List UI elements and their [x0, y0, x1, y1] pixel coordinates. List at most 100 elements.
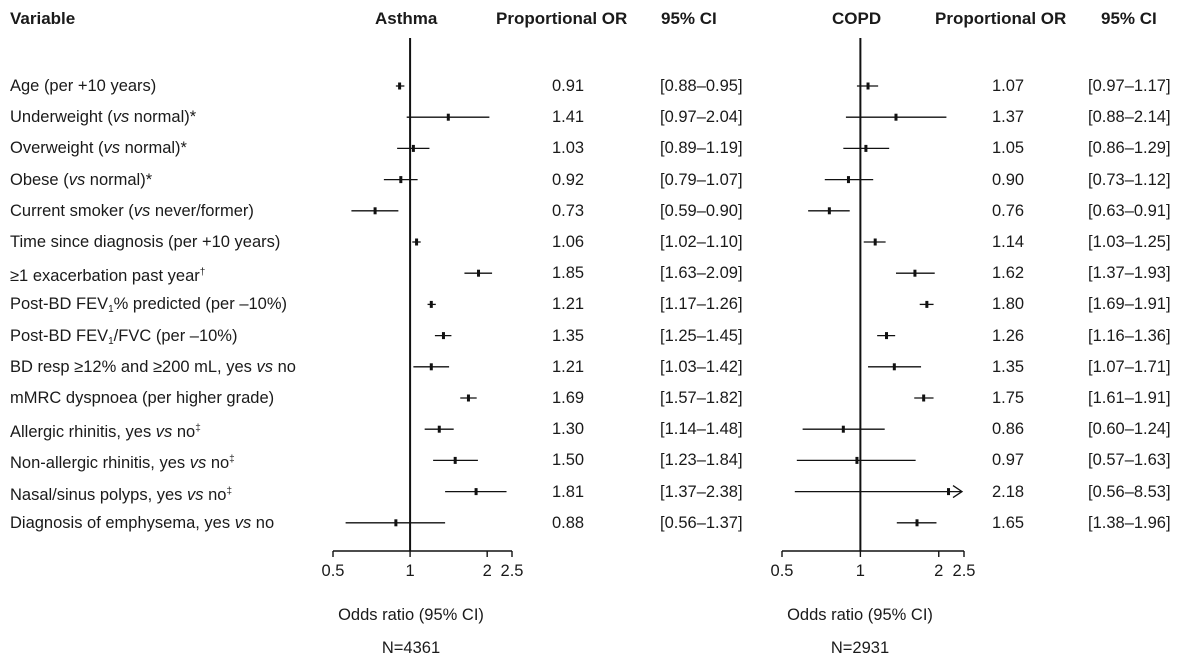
asthma-ci-value: [1.57–1.82]: [660, 389, 743, 407]
asthma-or-value: 1.30: [552, 420, 585, 439]
asthma-or-value: 1.06: [552, 233, 585, 251]
copd-ci-value: [1.69–1.91]: [1088, 295, 1171, 314]
asthma-ci-value: [0.79–1.07]: [660, 170, 743, 189]
copd-ci-value: [1.38–1.96]: [1088, 513, 1171, 532]
copd-point-estimate: [866, 82, 870, 90]
copd-point-estimate: [947, 488, 951, 496]
asthma-ci-value: [1.02–1.10]: [660, 233, 743, 251]
copd-ci-value: [0.88–2.14]: [1088, 108, 1171, 127]
row-label: Post-BD FEV1/FVC (per –10%): [10, 326, 238, 347]
copd-or-value: 0.90: [992, 170, 1025, 189]
copd-tick-label: 2.5: [953, 562, 976, 580]
copd-or-value: 1.75: [992, 389, 1025, 407]
asthma-or-value: 1.03: [552, 139, 585, 158]
copd-or-header: Proportional OR: [935, 9, 1067, 28]
copd-ci-arrow: [952, 485, 964, 499]
copd-ci-value: [1.03–1.25]: [1088, 233, 1171, 251]
row-label: Allergic rhinitis, yes vs no‡: [10, 423, 201, 442]
copd-ci-value: [0.73–1.12]: [1088, 170, 1171, 189]
copd-tick-label: 0.5: [771, 562, 794, 580]
asthma-ci-value: [0.59–0.90]: [660, 201, 743, 220]
asthma-point-estimate: [477, 269, 481, 277]
asthma-ci-value: [1.37–2.38]: [660, 482, 743, 501]
row-label: Post-BD FEV1% predicted (per –10%): [10, 295, 288, 316]
asthma-point-estimate: [373, 207, 377, 215]
copd-tick-label: 2: [934, 562, 943, 580]
asthma-ci-value: [0.56–1.37]: [660, 513, 743, 532]
copd-ci-value: [1.16–1.36]: [1088, 326, 1171, 345]
asthma-ci-value: [1.23–1.84]: [660, 451, 743, 470]
copd-or-value: 1.62: [992, 264, 1025, 283]
row-label: Overweight (vs normal)*: [10, 139, 187, 158]
asthma-ci-value: [1.03–1.42]: [660, 357, 743, 376]
copd-or-value: 1.35: [992, 357, 1025, 376]
copd-ci-value: [0.97–1.17]: [1088, 77, 1171, 95]
copd-point-estimate: [894, 113, 898, 121]
copd-ci-value: [0.86–1.29]: [1088, 139, 1171, 158]
asthma-point-estimate: [446, 113, 450, 121]
copd-or-value: 1.26: [992, 326, 1025, 345]
copd-point-estimate: [873, 238, 877, 246]
copd-point-estimate: [855, 456, 859, 464]
asthma-point-estimate: [453, 456, 457, 464]
asthma-or-value: 1.21: [552, 357, 585, 376]
copd-point-estimate: [846, 176, 850, 184]
copd-or-value: 1.07: [992, 77, 1025, 95]
copd-ci-value: [0.60–1.24]: [1088, 420, 1171, 439]
copd-point-estimate: [925, 300, 929, 308]
copd-point-estimate: [827, 207, 831, 215]
row-label: Non-allergic rhinitis, yes vs no‡: [10, 454, 235, 473]
row-label: BD resp ≥12% and ≥200 mL, yes vs no: [10, 357, 296, 376]
row-label: Nasal/sinus polyps, yes vs no‡: [10, 485, 232, 504]
row-label: Obese (vs normal)*: [10, 170, 153, 189]
row-label: Time since diagnosis (per +10 years): [10, 233, 281, 251]
asthma-point-estimate: [429, 363, 433, 371]
copd-xlabel: Odds ratio (95% CI): [787, 606, 933, 624]
asthma-tick-label: 2.5: [501, 562, 524, 580]
asthma-point-estimate: [399, 176, 403, 184]
copd-point-estimate: [922, 394, 926, 402]
row-label: Age (per +10 years): [10, 77, 157, 95]
copd-point-estimate: [915, 519, 919, 527]
asthma-point-estimate: [415, 238, 419, 246]
asthma-or-value: 1.41: [552, 108, 585, 127]
copd-point-estimate: [892, 363, 896, 371]
copd-ci-value: [1.07–1.71]: [1088, 357, 1171, 376]
asthma-tick-label: 0.5: [322, 562, 345, 580]
copd-point-estimate: [841, 425, 845, 433]
copd-ci-value: [0.57–1.63]: [1088, 451, 1171, 470]
asthma-xlabel: Odds ratio (95% CI): [338, 606, 484, 624]
row-label: ≥1 exacerbation past year†: [10, 267, 206, 286]
asthma-point-estimate: [411, 144, 415, 152]
asthma-or-value: 1.35: [552, 326, 585, 345]
copd-or-value: 2.18: [992, 482, 1025, 501]
copd-ci-value: [1.37–1.93]: [1088, 264, 1171, 283]
row-label: Current smoker (vs never/former): [10, 201, 254, 220]
asthma-point-estimate: [429, 300, 433, 308]
row-label: mMRC dyspnoea (per higher grade): [10, 389, 275, 407]
row-label: Diagnosis of emphysema, yes vs no: [10, 513, 275, 532]
copd-ci-value: [1.61–1.91]: [1088, 389, 1171, 407]
asthma-ci-value: [1.17–1.26]: [660, 295, 743, 314]
copd-or-value: 1.05: [992, 139, 1025, 158]
asthma-ci-value: [1.25–1.45]: [660, 326, 743, 345]
copd-tick-label: 1: [856, 562, 865, 580]
row-label: Underweight (vs normal)*: [10, 108, 197, 127]
asthma-header: Asthma: [375, 9, 438, 28]
copd-ci-value: [0.56–8.53]: [1088, 482, 1171, 501]
asthma-tick-label: 1: [405, 562, 414, 580]
asthma-ci-value: [0.89–1.19]: [660, 139, 743, 158]
asthma-or-value: 0.92: [552, 170, 585, 189]
asthma-point-estimate: [394, 519, 398, 527]
asthma-ci-value: [0.88–0.95]: [660, 77, 743, 95]
copd-or-value: 1.14: [992, 233, 1025, 251]
copd-header: COPD: [832, 9, 882, 28]
asthma-point-estimate: [398, 82, 402, 90]
variable-header: Variable: [10, 9, 76, 28]
copd-point-estimate: [864, 144, 868, 152]
asthma-or-value: 1.50: [552, 451, 585, 470]
asthma-ci-value: [0.97–2.04]: [660, 108, 743, 127]
asthma-point-estimate: [441, 332, 445, 340]
asthma-point-estimate: [474, 488, 478, 496]
asthma-ci-value: [1.63–2.09]: [660, 264, 743, 283]
